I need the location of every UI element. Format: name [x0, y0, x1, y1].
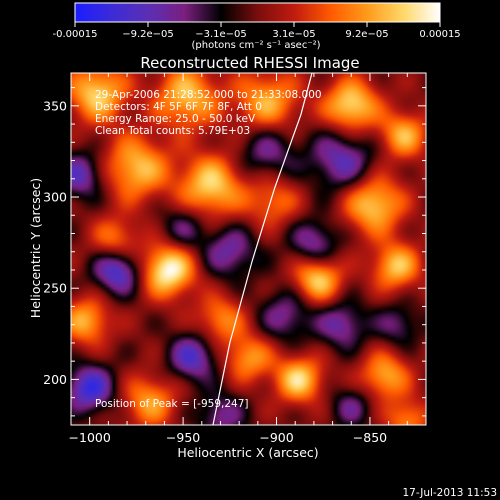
- colorbar-tick-label: 9.2e−05: [345, 29, 388, 40]
- colorbar-tick-label: 3.1e−05: [272, 29, 315, 40]
- x-tick-label: −900: [259, 430, 293, 445]
- annotation-energy-range: Energy Range: 25.0 - 50.0 keV: [95, 113, 256, 125]
- axes: −1000 −950 −900 −850 200 250 300 350: [43, 73, 427, 445]
- heatmap-image: [71, 73, 426, 425]
- chart-title: Reconstructed RHESSI Image: [140, 54, 359, 72]
- y-tick-label: 300: [43, 190, 67, 205]
- colorbar-tick-label: −9.2e−05: [122, 29, 174, 40]
- annotation-peak-position: Position of Peak = [-959,247]: [95, 398, 249, 410]
- y-tick-label: 200: [43, 372, 67, 387]
- x-axis-label: Heliocentric X (arcsec): [177, 445, 318, 460]
- plot-frame: [70, 72, 427, 426]
- annotation-detectors: Detectors: 4F 5F 6F 7F 8F, Att 0: [95, 101, 262, 113]
- colorbar-tick-label: -0.00015: [53, 29, 98, 40]
- annotation-time-range: 29-Apr-2006 21:28:52.000 to 21:33:08.000: [95, 89, 322, 101]
- y-axis-label: Heliocentric Y (arcsec): [28, 178, 43, 318]
- colorbar: [74, 2, 441, 23]
- annotation-clean-counts: Clean Total counts: 5.79E+03: [95, 125, 250, 137]
- x-tick-label: −950: [166, 430, 200, 445]
- colorbar-unit-label: (photons cm⁻² s⁻¹ asec⁻²): [191, 40, 320, 51]
- colorbar-tick-label: −3.1e−05: [195, 29, 247, 40]
- colorbar-ticks: -0.00015 −9.2e−05 −3.1e−05 3.1e−05 9.2e−05 0.…: [53, 22, 461, 40]
- x-tick-label: −1000: [69, 430, 111, 445]
- solar-limb-line: [212, 73, 313, 425]
- y-tick-label: 350: [43, 98, 67, 113]
- y-tick-label: 250: [43, 281, 67, 296]
- colorbar-tick-label: 0.00015: [419, 29, 460, 40]
- x-tick-label: −850: [353, 430, 387, 445]
- footer-timestamp: 17-Jul-2013 11:53: [402, 487, 497, 499]
